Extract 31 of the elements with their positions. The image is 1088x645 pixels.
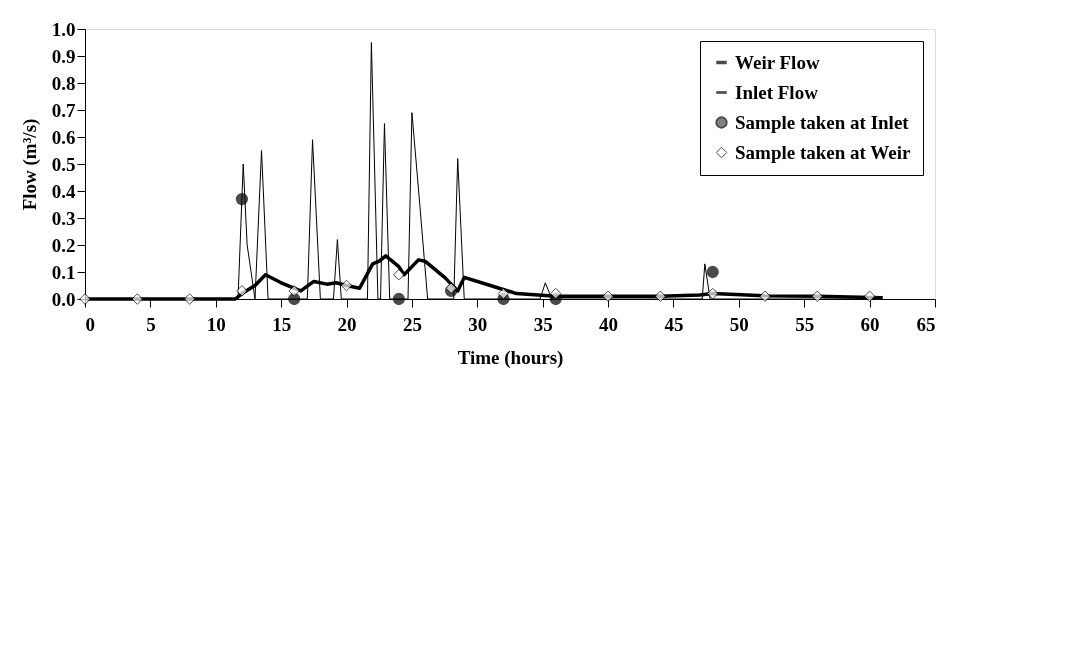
x-tick-label: 50 — [729, 313, 749, 335]
x-tick-label: 5 — [146, 313, 156, 335]
x-tick-label: 30 — [468, 313, 488, 335]
legend-label: Sample taken at Weir — [735, 141, 911, 163]
x-tick-label: 0 — [85, 313, 95, 335]
x-tick-label: 40 — [599, 313, 619, 335]
y-tick-label: 0.2 — [51, 234, 76, 256]
x-tick-label: 20 — [337, 313, 357, 335]
y-tick-label: 0.3 — [51, 207, 76, 229]
x-tick-label: 15 — [272, 313, 292, 335]
y-tick-label: 0.0 — [51, 288, 76, 310]
y-tick-label: 0.5 — [51, 153, 76, 175]
y-tick-label: 0.9 — [51, 45, 76, 67]
x-tick-label: 25 — [402, 313, 422, 335]
legend-label: Weir Flow — [735, 51, 820, 73]
y-axis-title: Flow (m³/s) — [18, 118, 41, 211]
x-tick-label: 55 — [795, 313, 815, 335]
legend-label: Sample taken at Inlet — [735, 111, 910, 133]
y-tick-label: 0.4 — [51, 180, 76, 202]
legend-label: Inlet Flow — [735, 81, 819, 103]
x-tick-label: 45 — [664, 313, 684, 335]
x-tick-label: 60 — [860, 313, 880, 335]
y-tick-label: 1.0 — [51, 18, 76, 40]
y-tick-label: 0.7 — [51, 99, 76, 121]
y-tick-label: 0.1 — [51, 261, 76, 283]
y-tick-label: 0.6 — [51, 126, 76, 148]
y-tick-label: 0.8 — [51, 72, 76, 94]
x-tick-label: 10 — [206, 313, 226, 335]
x-axis-title: Time (hours) — [457, 346, 564, 369]
x-tick-label: 65 — [916, 313, 936, 335]
x-tick-label: 35 — [533, 313, 553, 335]
